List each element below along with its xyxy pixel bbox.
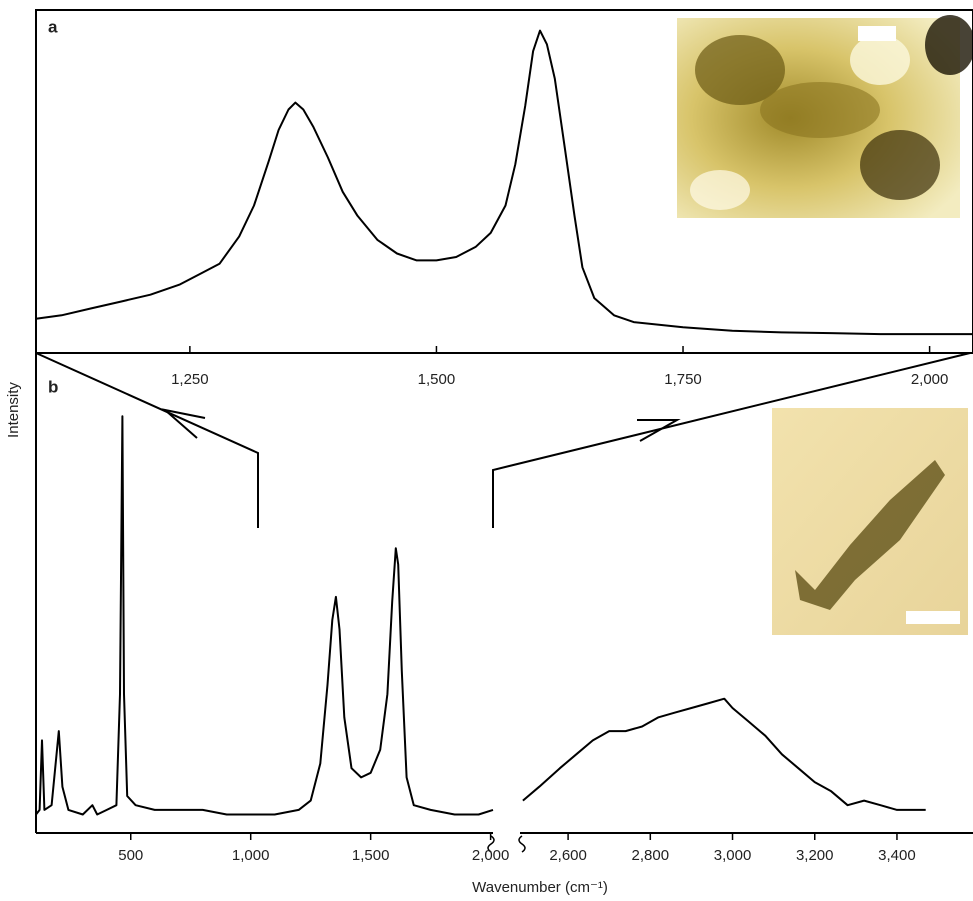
x-tick-label: 1,750 (664, 371, 702, 388)
x-tick-label: 3,400 (878, 847, 916, 864)
x-tick-label: 1,000 (232, 847, 270, 864)
panel-label: b (48, 377, 58, 396)
x-tick-label: 3,200 (796, 847, 834, 864)
zoom-connectors (35, 352, 971, 528)
x-tick-label: 500 (118, 847, 143, 864)
panel-label: a (48, 17, 58, 36)
x-tick-label: 2,600 (549, 847, 587, 864)
x-tick-label: 1,250 (171, 371, 209, 388)
x-tick-label: 2,000 (911, 371, 949, 388)
spectrum-line (35, 415, 494, 816)
x-tick-label: 2,000 (472, 847, 510, 864)
inset-image-b (772, 408, 968, 635)
x-tick-label: 3,000 (714, 847, 752, 864)
x-axis-label: Wavenumber (cm⁻¹) (472, 879, 608, 896)
x-tick-label: 1,500 (418, 371, 456, 388)
x-tick-label: 2,800 (632, 847, 670, 864)
x-tick-label: 1,500 (352, 847, 390, 864)
plot-frame (35, 9, 973, 354)
axis-break (487, 835, 526, 853)
spectrum-line (522, 697, 926, 811)
inset-image-a (677, 15, 973, 218)
y-axis-label: Intensity (5, 382, 22, 438)
spectrum-line (35, 29, 973, 336)
